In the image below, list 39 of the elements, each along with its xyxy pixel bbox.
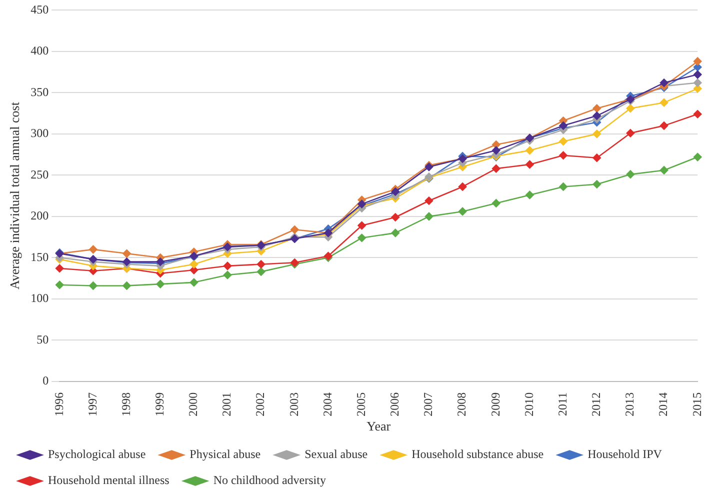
x-tick-label: 2003: [286, 392, 301, 416]
x-tick-label: 2012: [589, 392, 604, 416]
legend-label: Physical abuse: [190, 447, 261, 462]
x-tick-label: 2006: [388, 392, 402, 416]
legend-label: Household mental illness: [48, 473, 170, 488]
x-tick-label: 2004: [320, 392, 334, 416]
legend-label: Household IPV: [588, 447, 662, 462]
x-tick-label: 2008: [454, 392, 469, 416]
legend-label: No childhood adversity: [213, 473, 326, 488]
y-tick-label: 0: [42, 374, 49, 388]
y-tick-label: 200: [30, 208, 49, 223]
x-tick-label: 1999: [152, 392, 166, 416]
x-tick-label: 2015: [690, 392, 704, 416]
x-tick-label: 2007: [421, 392, 436, 416]
y-tick-label: 50: [36, 332, 49, 346]
x-tick-label: 1997: [85, 392, 100, 416]
x-tick-label: 1998: [118, 392, 133, 416]
x-tick-label: 2014: [656, 392, 670, 416]
y-tick-label: 150: [30, 250, 49, 264]
legend-label: Household substance abuse: [412, 447, 544, 462]
y-tick-label: 450: [30, 2, 49, 16]
y-tick-label: 100: [30, 291, 49, 306]
x-tick-label: 2010: [522, 392, 536, 416]
x-tick-label: 2001: [220, 392, 234, 416]
y-tick-label: 350: [30, 84, 49, 99]
x-tick-label: 2002: [253, 392, 268, 416]
x-tick-label: 2013: [622, 392, 637, 416]
legend-label: Psychological abuse: [48, 447, 146, 462]
x-tick-label: 2009: [488, 392, 502, 416]
x-tick-label: 2005: [354, 392, 368, 416]
y-tick-label: 300: [30, 126, 49, 140]
y-axis-title: Average individual total annual cost: [7, 102, 22, 290]
x-tick-label: 2011: [555, 392, 570, 416]
legend-label: Sexual abuse: [304, 447, 368, 462]
y-tick-label: 400: [30, 44, 49, 58]
x-tick-label: 2000: [186, 392, 200, 416]
x-axis-title: Year: [366, 418, 392, 434]
x-tick-label: 1996: [52, 392, 66, 416]
y-tick-label: 250: [30, 167, 49, 182]
